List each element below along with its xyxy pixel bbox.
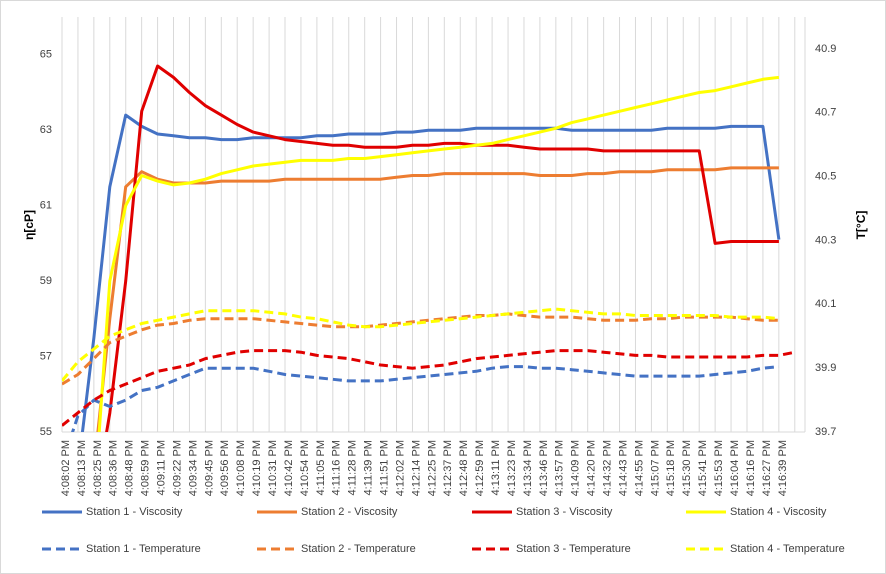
x-tick-label: 4:08:25 PM (92, 440, 104, 496)
x-tick-label: 4:13:57 PM (554, 440, 566, 496)
x-tick-label: 4:09:56 PM (219, 440, 231, 496)
x-tick-label: 4:11:28 PM (347, 440, 359, 495)
x-tick-label: 4:11:05 PM (315, 440, 327, 495)
x-tick-label: 4:10:19 PM (251, 440, 263, 496)
x-tick-label: 4:15:53 PM (713, 440, 725, 496)
legend-label: Station 4 - Temperature (730, 543, 845, 555)
x-tick-label: 4:12:48 PM (458, 440, 470, 496)
x-tick-label: 4:15:18 PM (665, 440, 677, 496)
y2-tick-label: 40.9 (815, 43, 836, 55)
y-tick-label: 59 (40, 275, 52, 287)
legend-label: Station 1 - Viscosity (86, 506, 183, 518)
x-tick-label: 4:10:08 PM (235, 440, 247, 496)
y-tick-label: 57 (40, 350, 52, 362)
x-tick-label: 4:13:23 PM (506, 440, 518, 496)
x-tick-label: 4:09:22 PM (171, 440, 183, 496)
series-line (62, 349, 796, 427)
legend-label: Station 3 - Temperature (516, 543, 631, 555)
x-tick-label: 4:16:04 PM (729, 440, 741, 496)
legend-label: Station 2 - Temperature (301, 543, 416, 555)
x-tick-label: 4:11:16 PM (331, 440, 343, 495)
y-axis-title: η[cP] (22, 210, 36, 240)
x-tick-label: 4:15:41 PM (697, 440, 709, 496)
legend-label: Station 2 - Viscosity (301, 506, 398, 518)
x-tick-label: 4:10:42 PM (283, 440, 295, 496)
y2-tick-label: 40.5 (815, 171, 836, 183)
x-tick-label: 4:09:34 PM (187, 440, 199, 496)
x-tick-label: 4:14:20 PM (586, 440, 598, 496)
x-tick-label: 4:15:30 PM (681, 440, 693, 496)
y2-tick-label: 40.3 (815, 234, 836, 246)
y2-tick-label: 39.7 (815, 426, 836, 438)
x-tick-label: 4:14:55 PM (633, 440, 645, 496)
x-tick-label: 4:14:32 PM (602, 440, 614, 496)
series-line (105, 64, 779, 432)
x-tick-label: 4:16:16 PM (745, 440, 757, 496)
y2-axis-title: T[°C] (854, 211, 868, 240)
x-tick-label: 4:13:11 PM (490, 440, 502, 495)
x-tick-label: 4:09:11 PM (155, 440, 167, 495)
x-tick-label: 4:08:13 PM (76, 440, 88, 496)
series-line (97, 75, 780, 432)
y2-tick-label: 39.9 (815, 362, 836, 374)
x-tick-label: 4:14:43 PM (617, 440, 629, 496)
x-tick-label: 4:08:36 PM (108, 440, 120, 496)
x-tick-label: 4:14:09 PM (570, 440, 582, 496)
y2-tick-label: 40.1 (815, 298, 836, 310)
x-tick-label: 4:12:02 PM (394, 440, 406, 496)
y-tick-label: 61 (40, 200, 52, 212)
x-tick-label: 4:13:34 PM (522, 440, 534, 496)
plot-area (62, 64, 796, 432)
x-tick-label: 4:10:31 PM (267, 440, 279, 496)
x-tick-label: 4:08:59 PM (140, 440, 152, 496)
x-tick-label: 4:12:14 PM (410, 440, 422, 496)
legend-label: Station 3 - Viscosity (516, 506, 613, 518)
x-tick-label: 4:08:02 PM (60, 440, 72, 496)
x-tick-label: 4:16:27 PM (761, 440, 773, 496)
legend-label: Station 4 - Viscosity (730, 506, 827, 518)
x-tick-label: 4:08:48 PM (124, 440, 136, 496)
series-line (80, 113, 781, 432)
x-tick-label: 4:15:07 PM (649, 440, 661, 496)
x-tick-label: 4:12:59 PM (474, 440, 486, 496)
x-tick-label: 4:11:39 PM (363, 440, 375, 495)
y2-tick-label: 40.7 (815, 107, 836, 119)
y-tick-label: 65 (40, 49, 52, 61)
series-line (62, 307, 780, 382)
legend-label: Station 1 - Temperature (86, 543, 201, 555)
x-tick-label: 4:13:46 PM (538, 440, 550, 496)
y-tick-label: 55 (40, 426, 52, 438)
x-tick-label: 4:09:45 PM (203, 440, 215, 496)
series-line (71, 365, 780, 432)
y-tick-label: 63 (40, 124, 52, 136)
x-tick-label: 4:10:54 PM (299, 440, 311, 496)
x-tick-label: 4:11:51 PM (379, 440, 391, 495)
series-line (62, 312, 779, 386)
x-tick-label: 4:16:39 PM (777, 440, 789, 496)
x-tick-label: 4:12:25 PM (426, 440, 438, 496)
x-tick-label: 4:12:37 PM (442, 440, 454, 496)
